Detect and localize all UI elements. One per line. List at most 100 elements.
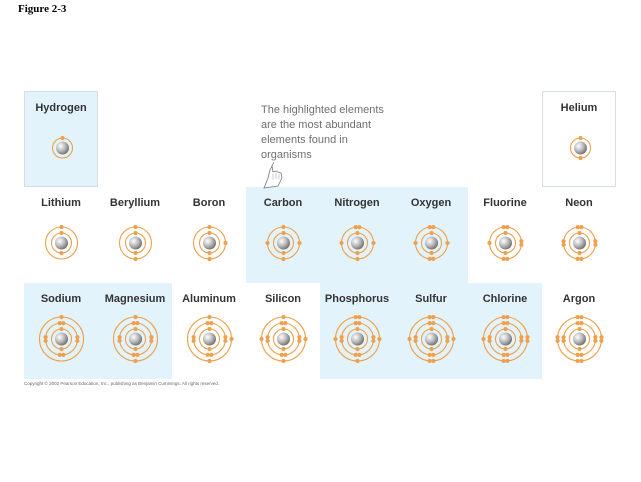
- electron: [297, 240, 302, 246]
- element-name: Carbon: [263, 197, 303, 209]
- electron: [191, 335, 196, 340]
- element-cell-phosphorus: Phosphorus: [320, 283, 394, 379]
- element-name: Phosphorus: [324, 293, 390, 305]
- figure-label: Figure 2-3: [18, 3, 67, 15]
- electron: [59, 346, 64, 352]
- electron: [429, 230, 434, 236]
- electron: [429, 326, 434, 332]
- bohr-model: [265, 224, 302, 262]
- element-name: Nitrogen: [334, 197, 380, 209]
- electron: [207, 224, 212, 230]
- electron: [593, 242, 598, 247]
- electron: [265, 338, 270, 343]
- electron: [223, 240, 228, 246]
- element-name: Aluminum: [182, 293, 236, 305]
- nucleus: [277, 236, 290, 250]
- electron: [43, 335, 48, 340]
- bohr-model: [186, 314, 234, 364]
- electron: [487, 240, 492, 246]
- electron: [131, 321, 136, 326]
- electron: [229, 336, 234, 342]
- electron: [577, 230, 582, 236]
- electron: [501, 321, 506, 326]
- electron: [59, 250, 64, 256]
- electron: [577, 326, 582, 332]
- electron: [427, 321, 432, 326]
- element-cell-neon: Neon: [542, 187, 616, 283]
- electron: [427, 225, 432, 230]
- electron: [577, 250, 582, 256]
- electron: [355, 230, 360, 236]
- nucleus: [573, 236, 586, 250]
- electron: [339, 335, 344, 340]
- bohr-model: [407, 314, 456, 364]
- electron: [355, 256, 360, 262]
- electron: [578, 155, 583, 161]
- bohr-model: [112, 314, 159, 364]
- electron: [297, 335, 302, 340]
- electron: [505, 225, 510, 230]
- electron: [575, 225, 580, 230]
- electron: [501, 358, 506, 364]
- nucleus: [129, 236, 142, 250]
- electron: [427, 352, 432, 357]
- element-cell-oxygen: Oxygen: [394, 187, 468, 283]
- electron: [133, 256, 138, 262]
- element-name: Sodium: [40, 293, 82, 305]
- nucleus: [55, 332, 68, 346]
- electron: [207, 230, 212, 236]
- electron: [377, 336, 382, 342]
- bohr-model: [555, 314, 604, 364]
- electron: [575, 321, 580, 326]
- electron: [133, 346, 138, 352]
- electron: [429, 346, 434, 352]
- electron: [57, 321, 62, 326]
- electron: [427, 256, 432, 261]
- electron: [579, 256, 584, 261]
- electron: [355, 358, 360, 364]
- electron: [209, 321, 214, 326]
- electron: [75, 335, 80, 340]
- nucleus: [55, 236, 68, 250]
- electron: [561, 335, 566, 340]
- electron: [371, 335, 376, 340]
- electron: [413, 335, 418, 340]
- electron: [355, 250, 360, 256]
- element-cell-sodium: Sodium: [24, 283, 98, 379]
- electron: [451, 336, 456, 342]
- electron: [505, 314, 510, 320]
- electron: [59, 230, 64, 236]
- electron: [60, 135, 65, 141]
- bohr-model: [339, 225, 376, 262]
- element-cell-chlorine: Chlorine: [468, 283, 542, 379]
- nucleus: [351, 332, 364, 346]
- element-name: Helium: [560, 102, 598, 114]
- electron: [481, 336, 486, 342]
- nucleus: [56, 141, 69, 155]
- electron: [207, 326, 212, 332]
- electron: [61, 321, 66, 326]
- bohr-model: [192, 224, 228, 262]
- nucleus: [277, 332, 290, 346]
- electron: [555, 338, 560, 343]
- electron: [561, 242, 566, 247]
- bohr-model: [333, 314, 382, 364]
- electron: [503, 230, 508, 236]
- electron: [357, 225, 362, 230]
- electron: [407, 336, 412, 342]
- electron: [205, 352, 210, 357]
- bohr-model: [569, 135, 592, 161]
- bohr-model: [38, 314, 85, 362]
- electron: [561, 239, 566, 244]
- electron: [578, 135, 583, 141]
- electron: [525, 335, 530, 340]
- electron: [503, 346, 508, 352]
- electron: [191, 338, 196, 343]
- electron: [131, 352, 136, 357]
- element-name: Silicon: [264, 293, 302, 305]
- electron: [431, 314, 436, 320]
- bohr-model: [487, 225, 524, 261]
- electron: [209, 352, 214, 357]
- element-name: Oxygen: [410, 197, 452, 209]
- electron: [431, 256, 436, 261]
